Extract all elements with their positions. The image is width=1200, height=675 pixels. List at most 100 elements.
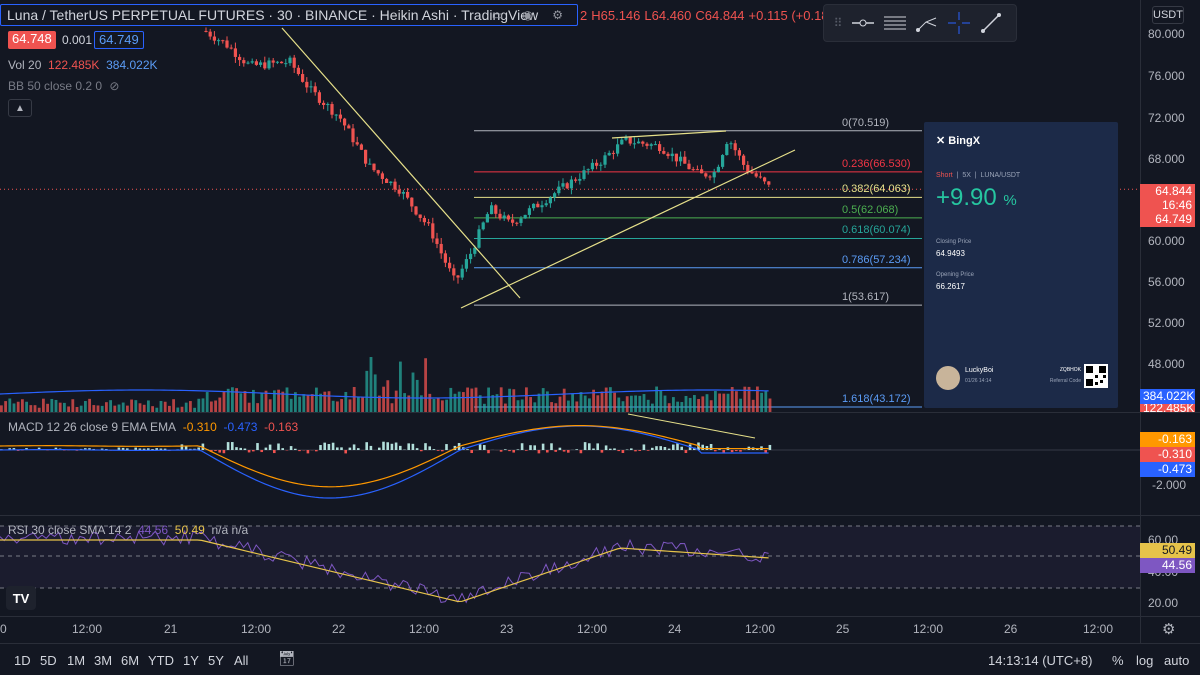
macd-histogram-bar [663,446,667,450]
volume-legend[interactable]: Vol 20 122.485K 384.022K [8,58,158,72]
range-button-all[interactable]: All [234,653,249,668]
macd-legend[interactable]: MACD 12 26 close 9 EMA EMA -0.310 -0.473… [8,420,298,434]
volume-bar [705,394,709,412]
volume-bar [29,405,33,412]
auto-scale-toggle[interactable]: auto [1164,653,1190,668]
volume-bar [344,391,348,412]
macd-chart[interactable] [0,413,1140,515]
range-button-1d[interactable]: 1D [14,653,31,668]
log-scale-toggle[interactable]: log [1136,653,1154,668]
price-axis[interactable] [1140,0,1200,643]
time-tick: 24 [668,622,682,636]
volume-bar [264,390,268,412]
volume-bar [281,391,285,412]
volume-bar [193,407,196,412]
range-button-1y[interactable]: 1Y [183,653,199,668]
volume-histogram [0,357,772,412]
pitchfork-tool[interactable] [912,8,942,38]
clock-timezone[interactable]: 14:13:14 (UTC+8) [988,653,1093,668]
time-tick: 22 [332,622,346,636]
settings-gear-icon[interactable]: ⚙ [1162,621,1176,638]
drag-handle-icon[interactable]: ⠿ [833,16,843,30]
pane-separator[interactable] [0,412,1200,413]
macd-histogram-bar [764,450,767,454]
crosshair-tool[interactable] [944,8,974,38]
macd-histogram-bar [8,448,11,450]
volume-bar [579,392,583,412]
macd-histogram-bar [487,450,490,454]
macd-histogram-bar [714,450,717,452]
volume-bar [319,393,322,412]
volume-bar [546,391,549,412]
macd-histogram-bar [768,444,772,450]
price-chart[interactable] [0,0,1140,412]
volume-bar [294,392,297,412]
symbol-legend[interactable]: Luna / TetherUS PERPETUAL FUTURES · 30 ·… [0,4,578,26]
range-button-ytd[interactable]: YTD [148,653,174,668]
pane-separator[interactable] [0,515,1200,516]
time-tick: 12:00 [913,622,944,636]
macd-histogram-bar [730,450,734,453]
volume-bar [575,401,579,412]
candle-body [674,153,678,162]
percent-scale-toggle[interactable]: % [1112,653,1124,668]
macd-histogram-bar [709,444,713,450]
candle-body [364,149,368,164]
range-button-3m[interactable]: 3M [94,653,113,668]
candle-body [506,215,510,220]
volume-bar [100,405,104,412]
currency-button[interactable]: USDT [1152,6,1184,24]
range-button-5d[interactable]: 5D [40,653,57,668]
price-tick: 48.000 [1148,357,1185,371]
bb-legend[interactable]: BB 50 close 0.2 0 ⊘ [8,79,119,93]
legend-icons[interactable]: ▭ ◉ ⚙ [491,8,571,22]
macd-histogram-bar [134,447,137,450]
trend-line-tool[interactable] [976,8,1006,38]
macd-histogram-value: -0.163 [264,420,299,434]
candle-body [515,222,519,224]
volume-bar [243,391,247,412]
tradingview-logo-icon[interactable]: TV [6,586,36,610]
sell-price-button[interactable]: 64.748 [8,31,56,49]
candle-body [561,183,565,187]
candle-body [212,36,216,41]
candle-body [595,162,599,166]
macd-tag: -0.163 [1140,432,1195,447]
date-range-calendar-icon[interactable]: 📅︎ [278,650,296,666]
volume-bar [764,391,768,412]
range-button-6m[interactable]: 6M [121,653,140,668]
volume-bar [163,401,167,412]
fib-level-label: 0.786(57.234) [842,253,911,266]
macd-histogram-bar [294,448,297,450]
rsi-legend[interactable]: RSI 30 close SMA 14 2 44.56 50.49 n/a n/… [8,523,248,537]
collapse-legend-button[interactable]: ▲ [8,99,32,117]
eye-off-icon[interactable]: ⊘ [109,79,120,93]
candle-body [372,163,376,171]
macd-histogram-bar [436,450,440,451]
time-axis-separator [0,616,1200,617]
rsi-chart[interactable] [0,516,1140,616]
volume-bar [239,393,243,412]
rsi-extra-value: n/a n/a [211,523,249,537]
horizontal-line-tool[interactable] [848,8,878,38]
volume-bar [214,400,217,412]
macd-histogram-bar [415,448,419,450]
macd-histogram-bar [613,448,616,450]
candle-body [620,139,624,145]
candle-body [733,143,737,151]
symbol-title: Luna / TetherUS PERPETUAL FUTURES · 30 ·… [7,7,539,23]
macd-histogram-bar [634,450,637,452]
macd-histogram-bar [117,447,121,450]
range-button-5y[interactable]: 5Y [208,653,224,668]
volume-bar [231,387,234,412]
macd-histogram-bar [600,450,604,453]
fib-tool[interactable] [880,8,910,38]
volume-bar [600,391,604,412]
range-button-1m[interactable]: 1M [67,653,86,668]
volume-bar [684,395,688,412]
candle-body [511,219,515,223]
volume-bar [126,405,129,412]
macd-histogram-bar [243,448,247,450]
macd-histogram-bar [592,448,595,450]
buy-price-button[interactable]: 64.749 [94,31,144,49]
